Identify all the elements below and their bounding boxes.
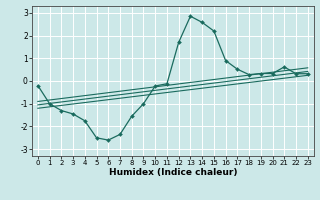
X-axis label: Humidex (Indice chaleur): Humidex (Indice chaleur): [108, 168, 237, 177]
